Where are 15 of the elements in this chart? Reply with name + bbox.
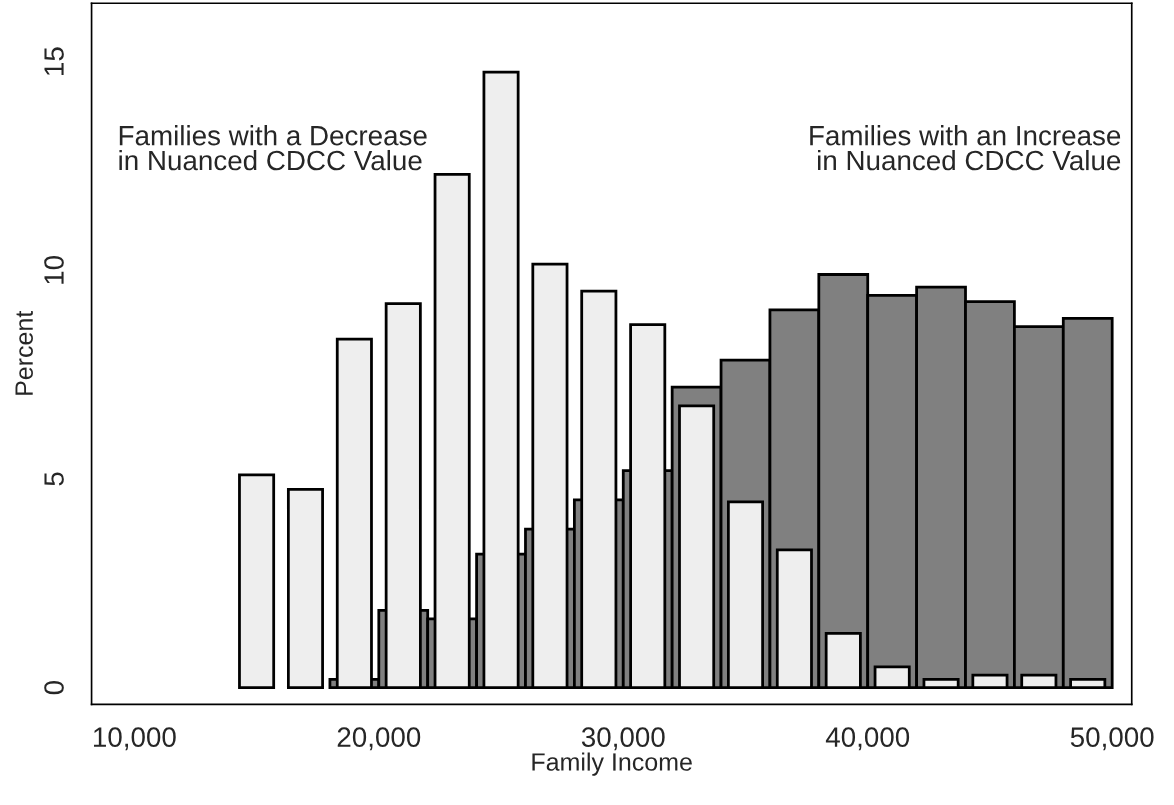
y-tick-label: 15 [44,47,64,75]
y-tick-label: 0 [44,681,64,695]
bar [286,488,324,690]
x-tick-label: 30,000 [581,727,665,751]
y-tick-label: 5 [44,472,64,486]
y-axis-title: Percent [15,310,33,395]
annotation: Families with an Increase in Nuanced CDCC Value [810,125,1121,171]
x-tick-label: 10,000 [93,727,176,751]
x-tick-label: 40,000 [825,727,910,751]
x-axis-title: Family Income [532,752,692,776]
x-tick-label: 20,000 [337,727,421,751]
y-tick-label: 10 [44,255,64,284]
bar [238,473,276,690]
x-tick-label: 50,000 [1070,727,1154,751]
annotation: Families with a Decrease in Nuanced CDCC Value [119,125,427,171]
